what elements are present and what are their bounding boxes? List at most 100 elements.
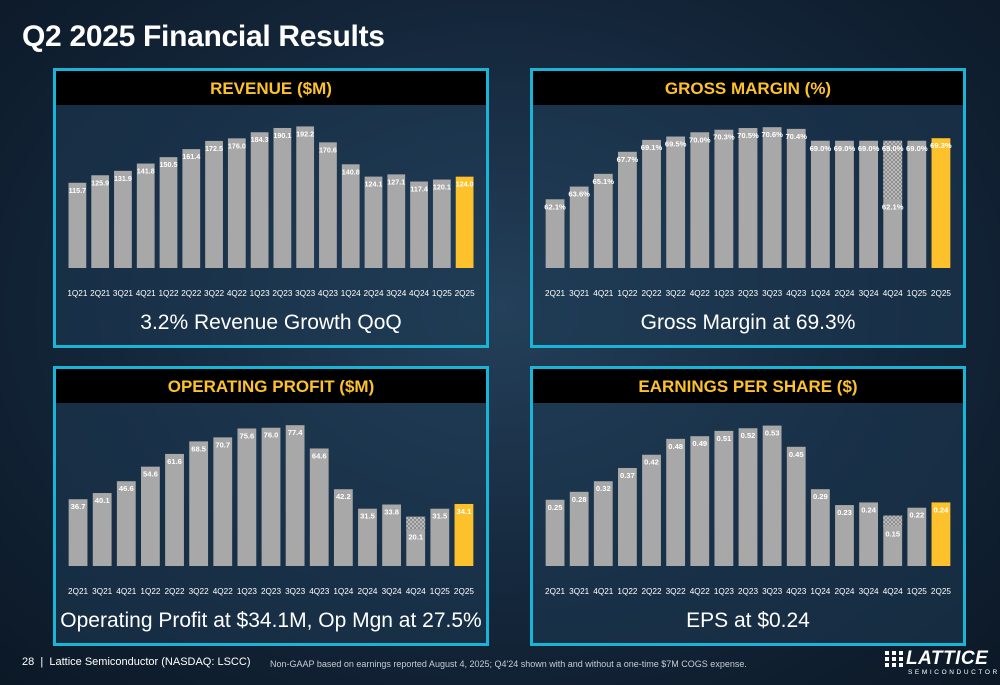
- x-tick-label: 1Q24: [333, 587, 353, 596]
- bar-3Q24: [382, 504, 401, 566]
- x-tick-label: 4Q24: [409, 289, 429, 298]
- eps-caption: EPS at $0.24: [686, 609, 810, 632]
- bar-4Q21: [593, 173, 613, 268]
- data-label: 172.5: [205, 144, 223, 153]
- data-label: 0.28: [572, 495, 587, 504]
- data-label: 70.5%: [737, 131, 759, 140]
- bar-2Q23: [738, 428, 758, 566]
- operating-profit-header: OPERATING PROFIT ($M): [56, 369, 486, 403]
- x-tick-label: 2Q23: [261, 587, 281, 596]
- data-label: 33.8: [384, 508, 399, 517]
- x-tick-label: 2Q21: [68, 587, 88, 596]
- data-label: 69.5%: [665, 140, 687, 149]
- x-tick-label: 4Q23: [309, 587, 329, 596]
- footer-separator: |: [37, 656, 47, 668]
- bar-1Q23: [714, 430, 734, 566]
- bar-1Q25: [907, 140, 927, 268]
- data-label: 0.24: [934, 505, 950, 514]
- bar-4Q21: [136, 163, 155, 268]
- x-tick-label: 3Q21: [569, 289, 589, 298]
- data-label: 69.1%: [641, 143, 663, 152]
- bar-2Q23: [261, 427, 281, 566]
- bar-3Q21: [569, 186, 589, 268]
- data-label: 0.23: [837, 508, 852, 517]
- gross-margin-chart: 62.1% 2Q21 63.6% 3Q21 65.1% 4Q21 67.7% 1Q22 69.1…: [544, 127, 952, 298]
- data-label: 69.0%: [810, 144, 832, 153]
- data-label: 124.0: [456, 180, 474, 189]
- bar-2Q22: [642, 454, 661, 566]
- data-label: 0.25: [548, 503, 564, 512]
- x-tick-label: 3Q23: [762, 289, 782, 298]
- data-label: 0.37: [620, 471, 635, 480]
- data-label: 115.7: [69, 186, 87, 195]
- bar-3Q24: [859, 502, 878, 566]
- page-number: 28: [22, 656, 35, 668]
- bar-3Q21: [569, 491, 589, 566]
- x-tick-label: 1Q24: [810, 289, 830, 298]
- data-label: 68.5: [191, 444, 207, 453]
- bar-4Q22: [690, 132, 710, 268]
- logo-subtitle: SEMICONDUCTOR: [908, 669, 1000, 676]
- x-tick-label: 4Q24: [883, 289, 903, 298]
- bar-2Q21: [545, 499, 565, 566]
- x-tick-label: 2Q24: [363, 289, 383, 298]
- bar-3Q23: [762, 127, 782, 268]
- x-tick-label: 3Q23: [295, 289, 315, 298]
- bar-1Q24: [341, 164, 360, 268]
- data-label: 140.8: [342, 167, 360, 176]
- gross-margin-header: GROSS MARGIN (%): [533, 71, 963, 105]
- data-label: 120.1: [433, 183, 451, 192]
- bar-3Q23: [762, 425, 782, 566]
- x-tick-label: 2Q25: [931, 289, 951, 298]
- x-tick-label: 2Q23: [738, 289, 758, 298]
- data-label: 170.6: [319, 145, 337, 154]
- data-label: 127.1: [387, 177, 405, 186]
- lattice-logo: LATTICE SEMICONDUCTOR: [884, 648, 997, 680]
- bar-2Q25: [454, 503, 474, 566]
- x-tick-label: 1Q25: [432, 289, 452, 298]
- bar-2Q25: [931, 502, 951, 566]
- data-label: 150.5: [160, 160, 178, 169]
- footer-company: Lattice Semiconductor (NASDAQ: LSCC): [49, 656, 251, 668]
- data-label: 77.4: [288, 428, 304, 437]
- footer: 28 | Lattice Semiconductor (NASDAQ: LSCC…: [22, 656, 251, 668]
- x-tick-label: 1Q25: [907, 289, 927, 298]
- bar-1Q22: [618, 467, 637, 566]
- bar-1Q25: [907, 507, 927, 566]
- x-tick-label: 1Q22: [617, 289, 637, 298]
- x-tick-label: 4Q24: [406, 587, 426, 596]
- x-tick-label: 4Q23: [786, 587, 806, 596]
- data-label: 36.7: [71, 502, 86, 511]
- data-label: 0.48: [668, 442, 683, 451]
- data-label: 117.4: [410, 185, 428, 194]
- data-label: 0.32: [596, 484, 611, 493]
- x-tick-label: 4Q22: [227, 289, 247, 298]
- bar-1Q24: [810, 489, 830, 566]
- operating-profit-chart: 36.7 2Q21 40.1 3Q21 46.6 4Q21 54.6 1Q22 61.6 2Q22…: [68, 425, 474, 596]
- bar-adjusted-overlay: [883, 140, 903, 200]
- gross-margin-caption: Gross Margin at 69.3%: [640, 311, 856, 334]
- data-label: 75.6: [239, 431, 254, 440]
- eps-panel: EARNINGS PER SHARE ($) 0.25 2Q21 0.28 3Q21 0…: [530, 366, 966, 646]
- data-label: 0.45: [789, 450, 805, 459]
- revenue-panel: REVENUE ($M) 115.7 1Q21 125.9 2Q21 131.9 3Q21…: [53, 68, 489, 348]
- bar-1Q22: [159, 157, 178, 268]
- bar-2Q25: [455, 176, 474, 268]
- x-tick-label: 3Q22: [666, 587, 686, 596]
- data-label-adjusted: 20.1: [408, 532, 424, 541]
- x-tick-label: 4Q21: [116, 587, 136, 596]
- data-label: 124.1: [365, 180, 383, 189]
- bar-3Q22: [205, 140, 223, 268]
- bar-2Q23: [273, 127, 292, 268]
- data-label: 42.2: [336, 492, 351, 501]
- bar-4Q23: [319, 142, 337, 268]
- data-label: 190.1: [273, 131, 291, 140]
- bar-1Q25: [432, 179, 451, 268]
- x-tick-label: 2Q23: [272, 289, 292, 298]
- bar-adjusted-overlay: [883, 515, 903, 527]
- x-tick-label: 2Q22: [181, 289, 201, 298]
- data-label: 70.0%: [689, 135, 711, 144]
- bar-2Q24: [358, 508, 377, 566]
- data-label: 64.6: [312, 451, 327, 460]
- revenue-caption: 3.2% Revenue Growth QoQ: [140, 311, 402, 334]
